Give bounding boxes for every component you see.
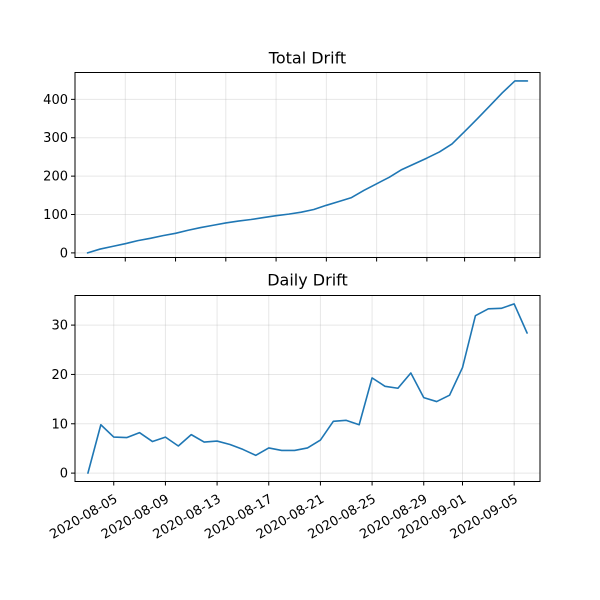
y-tick-label: 20 [51,368,68,383]
chart-title: Daily Drift [267,271,348,290]
y-tick-label: 10 [51,417,68,432]
y-tick-label: 100 [43,208,68,223]
subplot-daily-drift: Daily Drift 01020302020-08-052020-08-092… [47,271,541,543]
y-tick-label: 400 [43,93,68,108]
subplot-total-drift: Total Drift 0 100 200 300 400 [43,49,541,262]
y-tick-label: 200 [43,170,68,185]
axes-frame [74,295,541,482]
y-tick-label: 30 [51,319,68,334]
y-tick-label: 0 [60,467,68,482]
series-line [86,80,529,254]
y-tick-label: 300 [43,131,68,146]
series-line [87,303,528,474]
y-tick-label: 0 [60,246,68,261]
axes-frame [74,72,541,258]
chart-title: Total Drift [268,49,346,68]
